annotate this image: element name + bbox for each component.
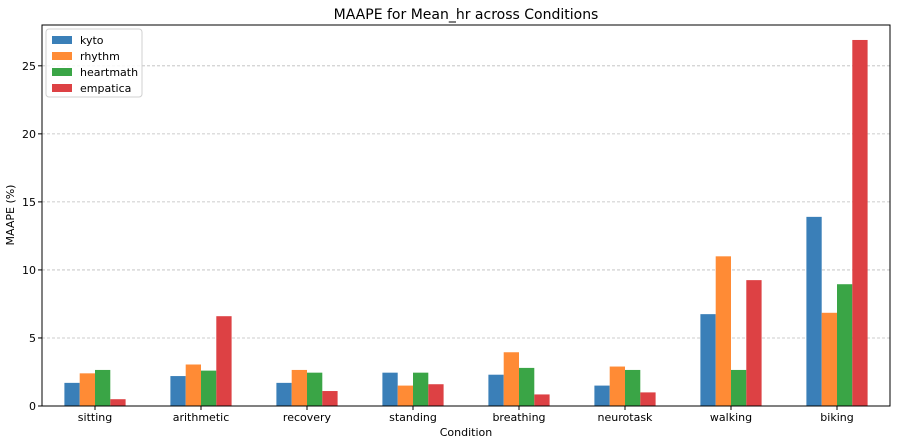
bar-rhythm-walking (715, 256, 731, 406)
x-tick-label: recovery (283, 411, 332, 424)
bar-heartmath-biking (837, 284, 853, 406)
y-tick-label: 10 (22, 264, 36, 277)
legend-swatch-empatica (52, 84, 72, 92)
bar-heartmath-arithmetic (201, 370, 217, 406)
legend: kyto rhythm heartmath empatica (45, 28, 143, 98)
y-tick-label: 0 (29, 400, 36, 413)
bar-kyto-arithmetic (170, 376, 186, 406)
bar-empatica-recovery (322, 391, 338, 406)
bar-kyto-recovery (276, 382, 292, 406)
bar-rhythm-breathing (503, 352, 519, 406)
bar-heartmath-recovery (307, 372, 323, 406)
bar-empatica-walking (746, 280, 762, 406)
bar-rhythm-sitting (79, 373, 95, 406)
grid (42, 65, 890, 339)
bar-heartmath-standing (413, 372, 429, 406)
x-tick-label: arithmetic (173, 411, 230, 424)
legend-label-rhythm: rhythm (80, 50, 120, 63)
legend-box (45, 28, 143, 98)
x-tick-label: breathing (492, 411, 545, 424)
x-tick-label: walking (710, 411, 752, 424)
legend-label-kyto: kyto (80, 34, 104, 47)
y-axis-label: MAAPE (%) (4, 185, 17, 246)
bar-heartmath-neurotask (625, 369, 641, 406)
bar-rhythm-neurotask (609, 366, 625, 406)
legend-swatch-heartmath (52, 68, 72, 76)
legend-swatch-kyto (52, 36, 72, 44)
y-tick-label: 20 (22, 128, 36, 141)
bar-empatica-breathing (534, 394, 550, 406)
x-axis-label: Condition (440, 426, 493, 439)
bar-heartmath-sitting (95, 369, 111, 406)
x-tick-label: neurotask (598, 411, 654, 424)
bar-kyto-walking (700, 314, 716, 406)
chart-title: MAAPE for Mean_hr across Conditions (334, 7, 599, 23)
bar-empatica-neurotask (640, 392, 656, 406)
x-tick-label: standing (389, 411, 437, 424)
legend-swatch-rhythm (52, 52, 72, 60)
legend-label-empatica: empatica (80, 82, 131, 95)
y-tick-label: 15 (22, 196, 36, 209)
y-tick-label: 5 (29, 332, 36, 345)
x-axis: sitting arithmetic recovery standing breathi… (78, 406, 854, 424)
bar-rhythm-recovery (291, 369, 307, 406)
bar-kyto-neurotask (594, 385, 610, 406)
bar-rhythm-standing (397, 385, 413, 406)
bar-empatica-standing (428, 384, 444, 406)
bar-kyto-breathing (488, 374, 504, 406)
bar-kyto-biking (806, 216, 822, 406)
bar-kyto-standing (382, 372, 398, 406)
bar-kyto-sitting (64, 382, 80, 406)
y-axis: 0 5 10 15 20 25 (22, 60, 42, 413)
plot-frame (41, 24, 891, 407)
bar-empatica-biking (852, 39, 868, 406)
bar-empatica-arithmetic (216, 316, 232, 406)
y-tick-label: 25 (22, 60, 36, 73)
bar-rhythm-biking (821, 312, 837, 406)
bar-heartmath-breathing (519, 367, 535, 406)
bars (64, 39, 868, 406)
bar-empatica-sitting (110, 399, 126, 406)
x-tick-label: sitting (78, 411, 112, 424)
bar-heartmath-walking (731, 369, 747, 406)
bar-rhythm-arithmetic (185, 364, 201, 406)
x-tick-label: biking (820, 411, 853, 424)
legend-label-heartmath: heartmath (80, 66, 138, 79)
